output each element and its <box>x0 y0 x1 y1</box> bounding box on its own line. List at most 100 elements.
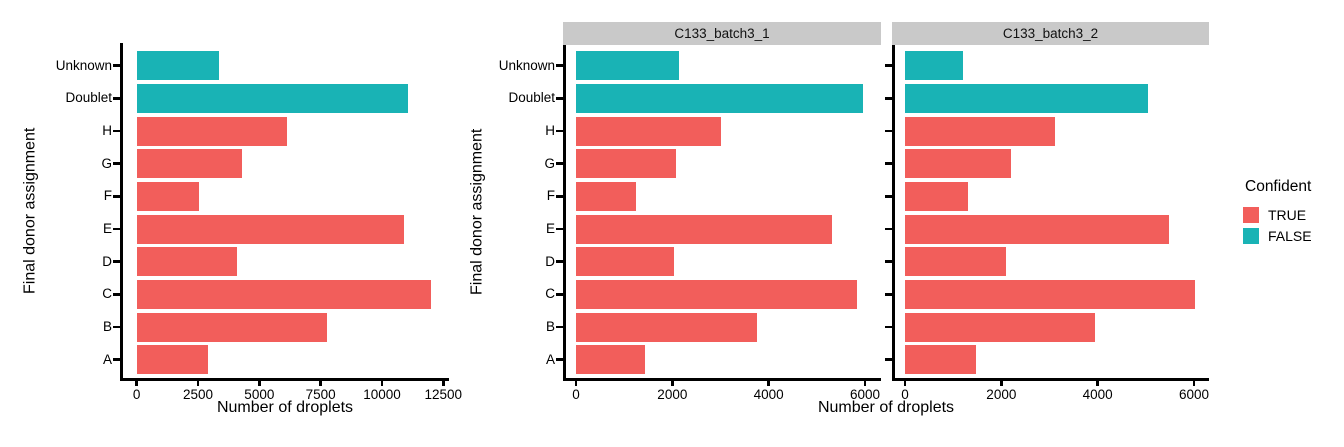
bar-d <box>905 247 1006 277</box>
facet-strip-1-label: C133_batch3_1 <box>674 26 770 41</box>
x-tick-label: 6000 <box>1178 387 1210 402</box>
bar-e <box>905 214 1169 244</box>
x-tick <box>1096 380 1099 386</box>
legend-label-false: FALSE <box>1268 228 1312 244</box>
facet-strip-1: C133_batch3_1 <box>563 22 881 45</box>
x-tick-label: 5000 <box>244 387 275 402</box>
x-tick-label: 12500 <box>424 387 463 402</box>
y-tick-label: Unknown <box>55 57 112 73</box>
x-tick <box>574 380 578 386</box>
bar-unknown <box>576 51 679 81</box>
x-tick-label: 7500 <box>305 387 336 402</box>
bar-e <box>576 214 832 244</box>
y-tick <box>113 358 120 361</box>
x-tick <box>1192 380 1196 386</box>
bar-c <box>136 279 431 309</box>
y-tick-label: H <box>102 123 112 139</box>
x-tick <box>767 380 770 386</box>
y-tick <box>885 64 892 67</box>
bar-a <box>905 345 976 375</box>
bar-g <box>136 149 243 179</box>
y-tick <box>556 260 563 263</box>
y-tick-label: A <box>545 351 555 367</box>
x-tick <box>258 380 261 386</box>
y-tick <box>885 325 892 329</box>
y-tick <box>885 162 892 165</box>
y-tick <box>556 195 563 198</box>
y-tick <box>556 64 563 67</box>
bar-c <box>905 279 1196 309</box>
y-tick-label: C <box>102 286 112 302</box>
bar-g <box>905 149 1011 179</box>
legend-item-true: TRUE <box>1243 207 1312 223</box>
x-tick <box>671 380 674 386</box>
y-tick <box>885 195 892 198</box>
bar-a <box>576 345 645 375</box>
bar-b <box>136 312 327 342</box>
y-tick <box>885 358 892 361</box>
x-tick-label: 6000 <box>849 387 881 402</box>
y-tick <box>113 293 120 296</box>
y-tick <box>113 129 120 133</box>
x-tick-label: 2000 <box>986 387 1017 402</box>
bar-doublet <box>905 83 1149 113</box>
bar-doublet <box>576 83 863 113</box>
bar-f <box>136 181 200 211</box>
y-tick <box>113 227 120 231</box>
facet-strip-2: C133_batch3_2 <box>892 22 1209 45</box>
x-tick <box>442 380 445 386</box>
bar-b <box>905 312 1095 342</box>
y-tick-label: C <box>545 286 555 302</box>
bar-f <box>576 181 636 211</box>
y-tick <box>556 358 563 361</box>
x-tick-label: 0 <box>901 387 909 402</box>
facet-strip-2-label: C133_batch3_2 <box>1002 26 1099 41</box>
bar-a <box>136 345 208 375</box>
legend: Confident TRUE FALSE <box>1243 178 1312 249</box>
bar-h <box>576 116 721 146</box>
y-tick <box>113 260 120 263</box>
y-tick <box>556 325 563 329</box>
y-tick-label: D <box>102 253 112 269</box>
y-tick <box>556 293 563 296</box>
x-tick <box>863 380 867 386</box>
bar-b <box>576 312 758 342</box>
bar-f <box>905 181 968 211</box>
legend-title: Confident <box>1245 178 1312 195</box>
bar-h <box>905 116 1055 146</box>
y-tick <box>113 195 120 198</box>
x-tick-label: 0 <box>572 387 580 402</box>
bar-c <box>576 279 857 309</box>
legend-swatch-true-icon <box>1243 207 1259 223</box>
y-tick <box>113 162 120 165</box>
bar-d <box>136 247 238 277</box>
bar-d <box>576 247 674 277</box>
x-tick <box>380 380 384 386</box>
x-axis-title-combined: Number of droplets <box>216 399 354 416</box>
legend-label-true: TRUE <box>1268 207 1307 223</box>
y-tick-label: G <box>101 155 112 171</box>
y-tick-label: B <box>545 319 555 335</box>
x-tick-label: 0 <box>132 387 141 402</box>
y-tick <box>885 260 892 263</box>
y-tick-label: Doublet <box>508 90 555 106</box>
y-tick <box>885 129 892 133</box>
x-tick-label: 2000 <box>657 387 688 402</box>
y-tick <box>556 227 563 231</box>
y-tick-label: H <box>545 123 555 139</box>
y-tick-label: B <box>102 319 112 335</box>
y-tick-label: A <box>102 351 112 367</box>
x-tick-label: 4000 <box>1082 387 1113 402</box>
y-tick <box>113 97 120 100</box>
y-tick-label: E <box>102 221 112 237</box>
y-tick <box>113 64 120 67</box>
y-tick-label: F <box>546 188 555 204</box>
x-tick <box>196 380 200 386</box>
x-tick-label: 2500 <box>182 387 214 402</box>
y-tick-label: G <box>544 155 555 171</box>
y-tick-label: F <box>103 188 112 204</box>
x-tick <box>1000 380 1003 386</box>
y-tick <box>885 293 892 296</box>
bar-g <box>576 149 677 179</box>
